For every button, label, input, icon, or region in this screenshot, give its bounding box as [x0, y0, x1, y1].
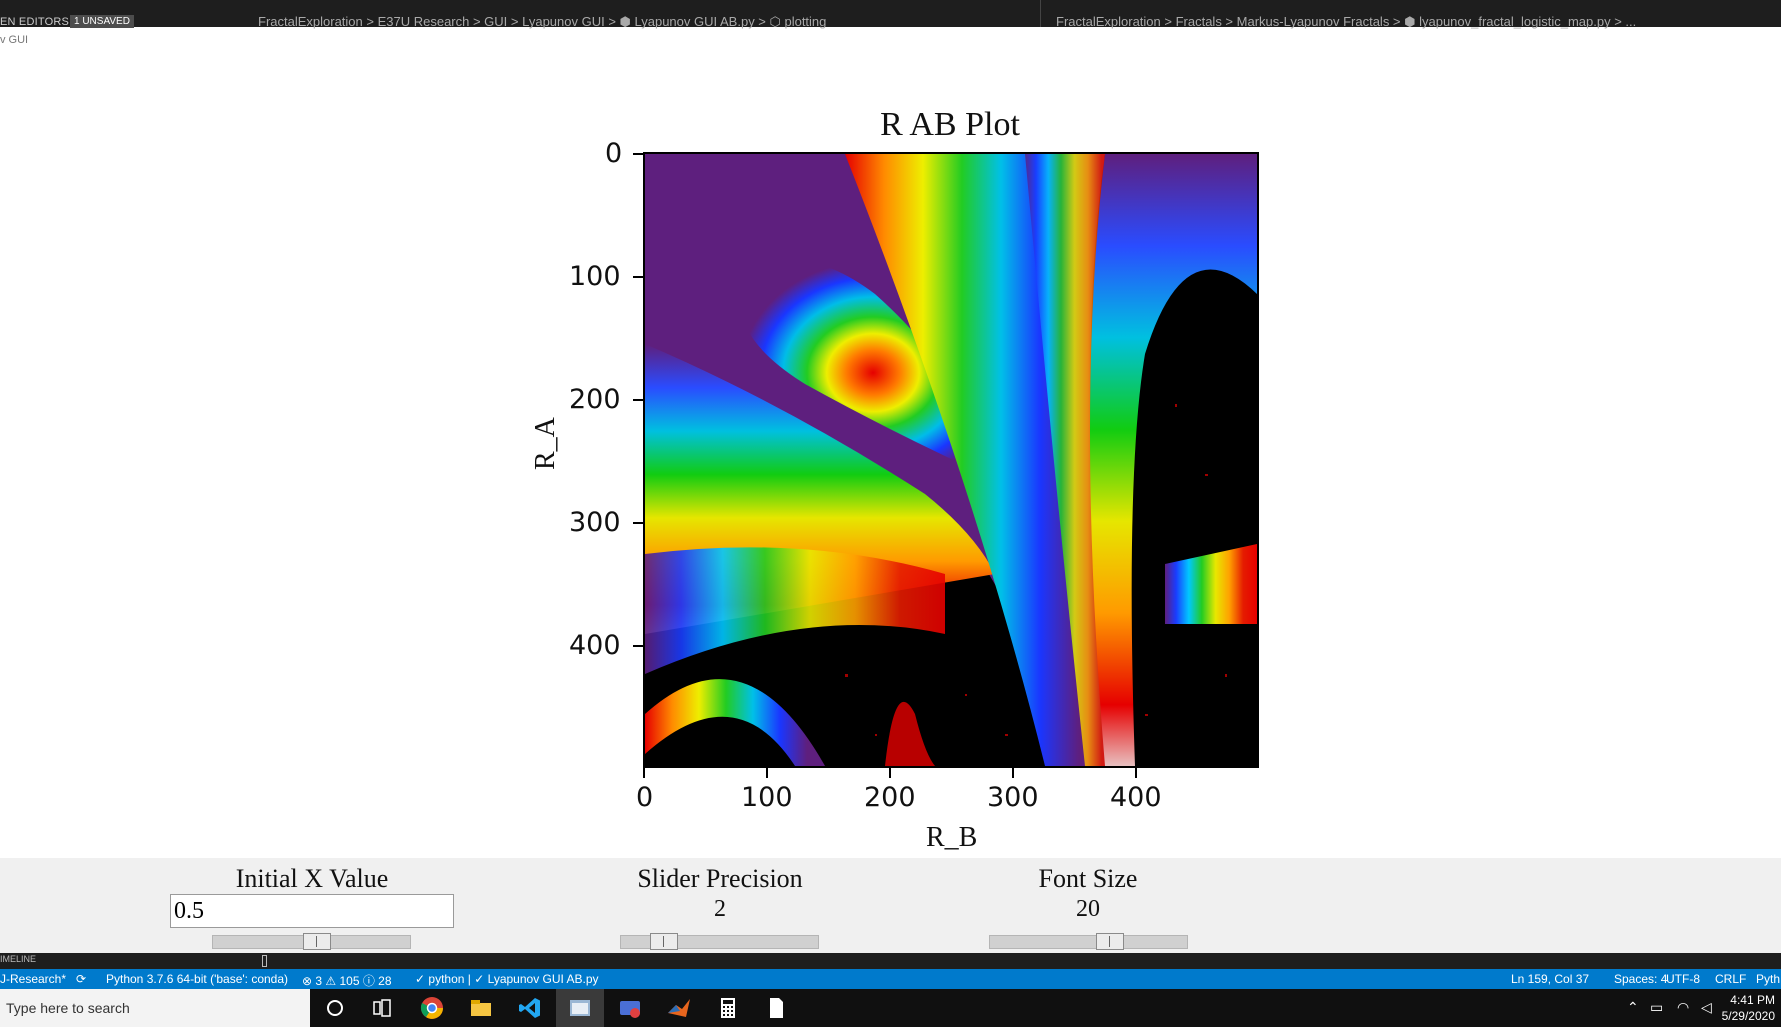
breadcrumb-left[interactable]: FractalExploration > E37U Research > GUI… [258, 14, 827, 29]
volume-icon[interactable]: ◁ [1701, 999, 1712, 1015]
initial-x-slider-handle[interactable] [303, 933, 331, 950]
editor-split-divider[interactable] [1040, 0, 1041, 27]
y-tick-label: 200 [569, 384, 621, 415]
sync-icon[interactable]: ⟳ [76, 972, 87, 986]
window-title: v GUI [0, 34, 29, 46]
x-tick-mark [1012, 768, 1014, 778]
matlab-icon[interactable] [666, 995, 692, 1021]
x-tick-label: 300 [987, 782, 1039, 813]
status-indentation[interactable]: Spaces: 4 [1614, 972, 1668, 986]
status-bar: J-Research* ⟳ Python 3.7.6 64-bit ('base… [0, 969, 1781, 989]
x-tick-mark [889, 768, 891, 778]
editor-top-strip: EN EDITORS 1 UNSAVED FractalExploration … [0, 0, 1781, 29]
open-editors-label[interactable]: EN EDITORS [0, 16, 70, 28]
y-axis-label: R_A [530, 417, 561, 470]
calculator-icon[interactable] [715, 995, 741, 1021]
search-placeholder: Type here to search [6, 1000, 130, 1016]
y-tick-mark [633, 399, 643, 401]
timeline-label[interactable]: IMELINE [0, 954, 37, 964]
tray-chevron-icon[interactable]: ⌃ [1627, 999, 1639, 1015]
font-size-slider-handle[interactable] [1096, 933, 1124, 950]
wifi-icon[interactable]: ◠ [1677, 999, 1690, 1015]
x-tick-mark [643, 768, 645, 778]
x-axis-label: R_B [926, 822, 978, 853]
clock-time: 4:41 PM [1730, 993, 1775, 1007]
x-tick-mark [766, 768, 768, 778]
python-gui-icon[interactable] [567, 995, 593, 1021]
y-tick-mark [633, 153, 643, 155]
x-tick-label: 400 [1110, 782, 1162, 813]
initial-x-label: Initial X Value [235, 864, 389, 893]
status-problems[interactable]: ⊗ 3 ⚠ 105 ⓘ 28 [302, 974, 392, 988]
status-language[interactable]: Pyth [1756, 972, 1781, 986]
plot-title: R AB Plot [880, 106, 1020, 143]
task-view-icon[interactable] [369, 995, 395, 1021]
y-tick-mark [633, 645, 643, 647]
status-cursor-position[interactable]: Ln 159, Col 37 [1511, 972, 1590, 986]
battery-icon[interactable]: ▭ [1650, 999, 1664, 1015]
x-tick-label: 0 [636, 782, 654, 813]
initial-x-input[interactable]: 0.5 [170, 894, 454, 928]
x-tick-mark [1135, 768, 1137, 778]
font-size-slider[interactable] [989, 933, 1188, 950]
chrome-icon[interactable] [419, 995, 445, 1021]
status-encoding[interactable]: UTF-8 [1666, 972, 1700, 986]
y-tick-label: 100 [569, 261, 621, 292]
breadcrumb-right[interactable]: FractalExploration > Fractals > Markus-L… [1056, 14, 1637, 29]
unsaved-badge: 1 UNSAVED [70, 15, 134, 28]
controls-panel: Initial X Value 0.5 Slider Precision 2 F… [0, 858, 1781, 953]
y-tick-label: 400 [569, 630, 621, 661]
taskbar-clock[interactable]: 4:41 PM 5/29/2020 [1722, 992, 1775, 1024]
font-size-value: 20 [1076, 896, 1100, 922]
cortana-icon[interactable] [322, 995, 348, 1021]
slider-precision-slider-handle[interactable] [650, 933, 678, 950]
clock-date: 5/29/2020 [1721, 1009, 1775, 1023]
initial-x-slider[interactable] [212, 933, 411, 950]
notepad-icon[interactable] [763, 995, 789, 1021]
status-tasks[interactable]: ✓ python | ✓ Lyapunov GUI AB.py [415, 972, 599, 986]
status-python-interpreter[interactable]: Python 3.7.6 64-bit ('base': conda) [106, 972, 289, 986]
vscode-icon[interactable] [517, 995, 543, 1021]
snip-tool-icon[interactable] [617, 995, 643, 1021]
slider-precision-value: 2 [714, 896, 726, 922]
windows-taskbar: Type here to search ⌃ ▭ ◠ ◁ 4:41 PM 5/29… [0, 989, 1781, 1027]
slider-precision-slider[interactable] [620, 933, 819, 950]
slider-precision-label: Slider Precision [637, 864, 803, 893]
status-branch[interactable]: J-Research* [0, 972, 67, 986]
lyapunov-fractal-image[interactable] [643, 152, 1259, 768]
y-tick-label: 300 [569, 507, 621, 538]
taskbar-search-box[interactable]: Type here to search [0, 989, 310, 1027]
x-tick-label: 200 [864, 782, 916, 813]
y-tick-mark [633, 276, 643, 278]
font-size-label: Font Size [1038, 864, 1138, 893]
x-tick-label: 100 [741, 782, 793, 813]
status-eol[interactable]: CRLF [1715, 972, 1747, 986]
y-tick-mark [633, 522, 643, 524]
file-explorer-icon[interactable] [468, 995, 494, 1021]
timeline-panel: IMELINE [0, 953, 1781, 969]
y-tick-label: 0 [605, 138, 623, 169]
text-cursor [262, 955, 267, 967]
fractal-render [645, 154, 1257, 766]
